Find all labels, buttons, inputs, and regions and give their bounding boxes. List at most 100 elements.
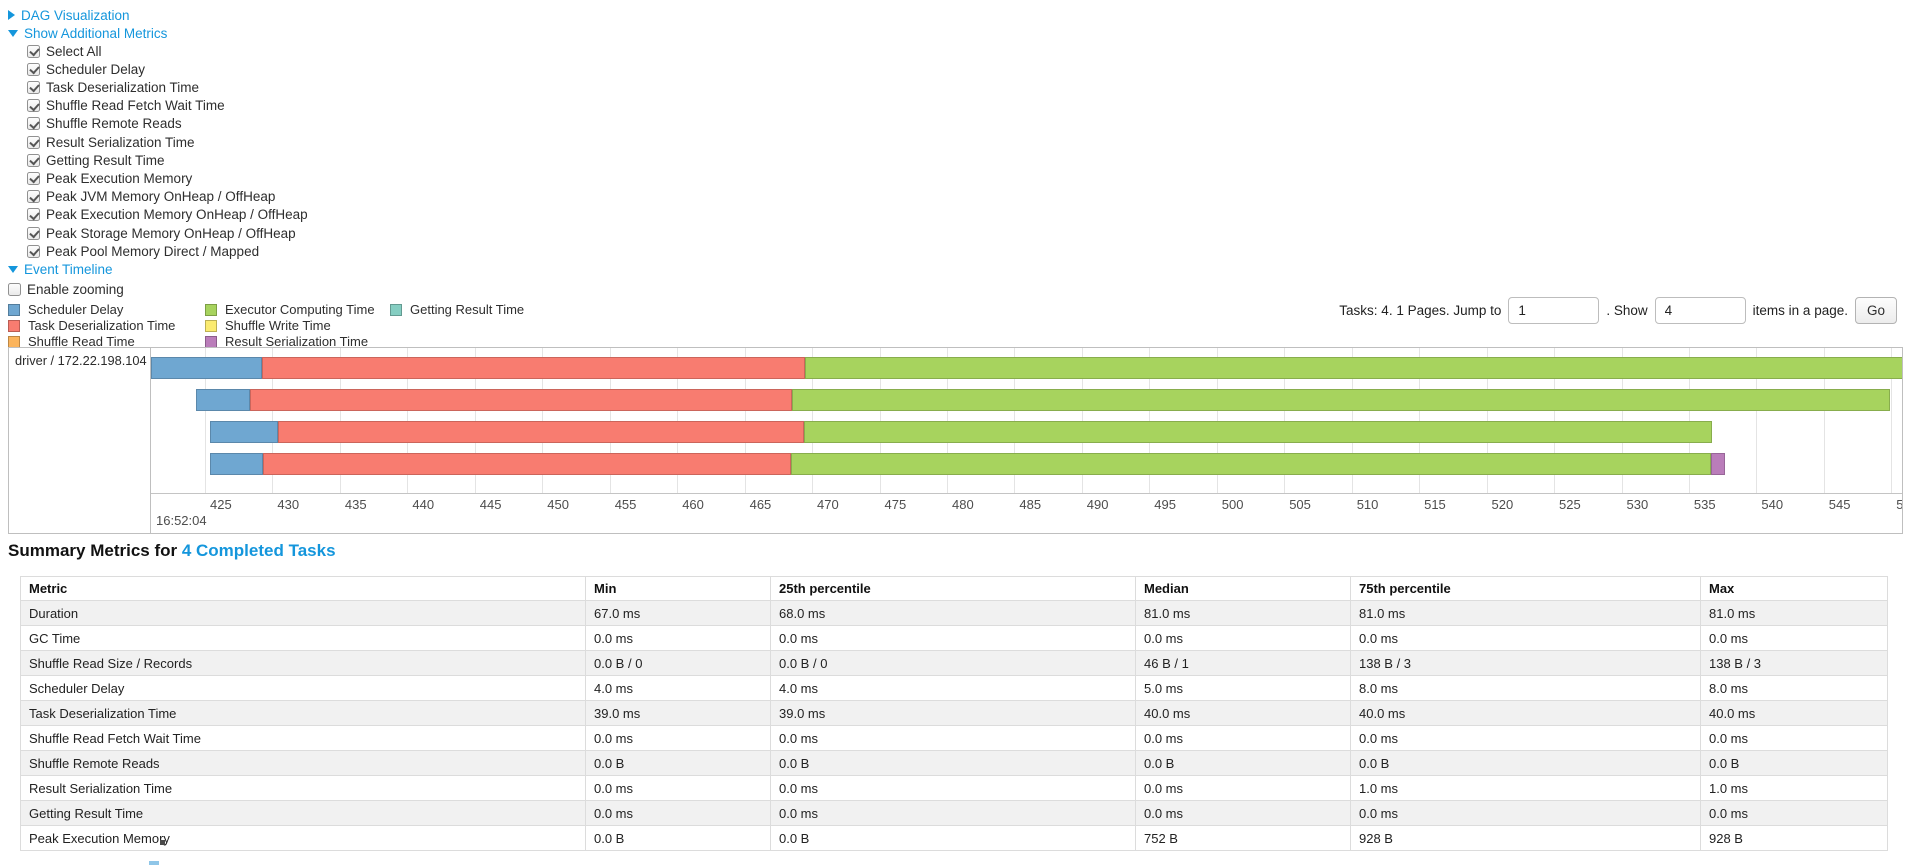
summary-title-prefix: Summary Metrics for bbox=[8, 541, 182, 560]
timeline-tick-label: 440 bbox=[412, 497, 435, 512]
metric-checkbox-peak-pool-memory-direct-mapped[interactable] bbox=[27, 244, 40, 258]
task-bar-segment-task_deserialization[interactable] bbox=[249, 389, 792, 411]
metric-checkbox-peak-execution-memory[interactable] bbox=[27, 171, 40, 185]
summary-column-header: Max bbox=[1700, 576, 1888, 601]
metric-checkbox-label: Shuffle Remote Reads bbox=[46, 116, 182, 132]
metric-checkbox-label: Peak Storage Memory OnHeap / OffHeap bbox=[46, 225, 296, 241]
timeline-gridline bbox=[1688, 348, 1690, 493]
metric-checkbox-row: Scheduler Delay bbox=[27, 60, 145, 78]
metric-value-cell: 8.0 ms bbox=[1700, 675, 1888, 701]
metric-value-cell: 0.0 B bbox=[585, 825, 771, 851]
metric-checkbox-task-deserialization-time[interactable] bbox=[27, 80, 40, 94]
timeline-tick-label: 450 bbox=[547, 497, 569, 512]
timeline-tick-label: 520 bbox=[1491, 497, 1514, 512]
metric-checkbox-row: Peak Pool Memory Direct / Mapped bbox=[27, 242, 259, 260]
timeline-tick-label: 485 bbox=[1019, 497, 1042, 512]
metric-value-cell: 0.0 B / 0 bbox=[585, 650, 771, 676]
metric-value-cell: 46 B / 1 bbox=[1135, 650, 1351, 676]
metric-value-cell: 138 B / 3 bbox=[1700, 650, 1888, 676]
metric-checkbox-label: Getting Result Time bbox=[46, 152, 165, 168]
metric-name-cell: Duration bbox=[20, 600, 586, 626]
metric-checkbox-shuffle-remote-reads[interactable] bbox=[27, 117, 40, 131]
metric-value-cell: 0.0 ms bbox=[1350, 725, 1701, 751]
metric-checkbox-row: Peak Execution Memory bbox=[27, 169, 192, 187]
metric-value-cell: 928 B bbox=[1350, 825, 1701, 851]
metric-checkbox-row: Result Serialization Time bbox=[27, 133, 195, 151]
metric-checkbox-shuffle-read-fetch-wait-time[interactable] bbox=[27, 99, 40, 113]
event-timeline-toggle[interactable]: Event Timeline bbox=[8, 260, 113, 278]
metric-value-cell: 0.0 B / 0 bbox=[770, 650, 1136, 676]
metric-checkbox-row: Select All bbox=[27, 42, 102, 60]
task-bar-segment-scheduler_delay[interactable] bbox=[210, 421, 278, 443]
task-bar-segment-task_deserialization[interactable] bbox=[263, 453, 791, 475]
items-per-page-input[interactable] bbox=[1654, 296, 1746, 324]
legend-label: Result Serialization Time bbox=[225, 334, 369, 349]
timeline-tick-label: 425 bbox=[210, 497, 232, 512]
table-row: Getting Result Time 0.0 ms 0.0 ms 0.0 ms 0.0… bbox=[20, 800, 1888, 826]
jump-to-page-input[interactable] bbox=[1508, 296, 1600, 324]
go-button[interactable]: Go bbox=[1854, 296, 1897, 324]
metric-checkbox-scheduler-delay[interactable] bbox=[27, 62, 40, 76]
summary-column-header: 75th percentile bbox=[1350, 576, 1701, 601]
metric-value-cell: 4.0 ms bbox=[770, 675, 1136, 701]
completed-tasks-link[interactable]: 4 Completed Tasks bbox=[181, 541, 336, 560]
metric-checkbox-label: Select All bbox=[46, 43, 102, 59]
metric-value-cell: 0.0 ms bbox=[585, 800, 771, 826]
metric-checkbox-getting-result-time[interactable] bbox=[27, 153, 40, 167]
task-pagination: Tasks: 4. 1 Pages. Jump to . Show items … bbox=[1339, 296, 1897, 324]
task-bar-segment-executor_computing[interactable] bbox=[804, 421, 1712, 443]
task-bar-segment-scheduler_delay[interactable] bbox=[195, 389, 250, 411]
metric-value-cell: 0.0 ms bbox=[585, 625, 771, 651]
metric-checkbox-result-serialization-time[interactable] bbox=[27, 135, 40, 149]
timeline-tick-label: 445 bbox=[479, 497, 502, 512]
legend-item: Shuffle Write Time bbox=[205, 318, 375, 333]
task-bar-segment-executor_computing[interactable] bbox=[791, 389, 1890, 411]
timeline-axis-line bbox=[9, 493, 1902, 494]
dag-visualization-label: DAG Visualization bbox=[21, 7, 130, 23]
timeline-gridline bbox=[272, 348, 274, 493]
metric-checkbox-peak-execution-memory-onheap-offheap[interactable] bbox=[27, 208, 40, 222]
timeline-gridline bbox=[1486, 348, 1488, 493]
task-bar-segment-task_deserialization[interactable] bbox=[261, 357, 806, 379]
table-row: Result Serialization Time 0.0 ms 0.0 ms 0.0… bbox=[20, 775, 1888, 801]
task-bar-segment-scheduler_delay[interactable] bbox=[151, 357, 262, 379]
metric-checkbox-peak-jvm-memory-onheap-offheap[interactable] bbox=[27, 190, 40, 204]
task-bar-segment-executor_computing[interactable] bbox=[805, 357, 1902, 379]
metric-value-cell: 39.0 ms bbox=[770, 700, 1136, 726]
metric-checkbox-select-all[interactable] bbox=[27, 44, 40, 58]
metric-name-cell: GC Time bbox=[20, 625, 586, 651]
metric-name-cell: Shuffle Remote Reads bbox=[20, 750, 586, 776]
timeline-tick-label: 540 bbox=[1761, 497, 1784, 512]
enable-zooming-row: Enable zooming bbox=[8, 280, 124, 298]
show-additional-metrics-toggle[interactable]: Show Additional Metrics bbox=[8, 24, 167, 42]
metric-value-cell: 40.0 ms bbox=[1350, 700, 1701, 726]
metric-name-cell: Task Deserialization Time bbox=[20, 700, 586, 726]
summary-column-header: 25th percentile bbox=[770, 576, 1136, 601]
timeline-tick-label: 480 bbox=[952, 497, 974, 512]
table-row: Shuffle Read Fetch Wait Time 0.0 ms 0.0 ms… bbox=[20, 725, 1888, 751]
metric-checkbox-label: Task Deserialization Time bbox=[46, 79, 200, 95]
task-bar-segment-executor_computing[interactable] bbox=[790, 453, 1711, 475]
enable-zooming-checkbox[interactable] bbox=[8, 282, 21, 296]
metric-value-cell: 0.0 ms bbox=[585, 725, 771, 751]
metric-value-cell: 0.0 ms bbox=[1135, 775, 1351, 801]
metric-value-cell: 0.0 ms bbox=[1700, 800, 1888, 826]
task-bar-segment-task_deserialization[interactable] bbox=[277, 421, 804, 443]
task-bar-segment-scheduler_delay[interactable] bbox=[210, 453, 263, 475]
expanded-arrow-icon bbox=[8, 29, 18, 37]
metric-value-cell: 5.0 ms bbox=[1135, 675, 1351, 701]
timeline-gridline bbox=[1554, 348, 1555, 493]
metric-checkbox-peak-storage-memory-onheap-offheap[interactable] bbox=[27, 226, 40, 240]
metric-name-cell: Shuffle Read Fetch Wait Time bbox=[20, 725, 586, 751]
legend-swatch-executor_computing bbox=[205, 303, 217, 316]
table-row: Shuffle Read Size / Records 0.0 B / 0 0.0 … bbox=[20, 650, 1888, 676]
summary-column-header: Metric bbox=[20, 576, 586, 601]
dag-visualization-toggle[interactable]: DAG Visualization bbox=[8, 6, 130, 24]
metric-value-cell: 0.0 ms bbox=[1350, 625, 1701, 651]
metric-name-cell: Getting Result Time bbox=[20, 800, 586, 826]
metric-value-cell: 0.0 ms bbox=[1350, 800, 1701, 826]
timeline-tick-label: 455 bbox=[614, 497, 637, 512]
task-bar-segment-result_serialization[interactable] bbox=[1710, 453, 1726, 475]
timeline-tick-label: 505 bbox=[1289, 497, 1311, 512]
